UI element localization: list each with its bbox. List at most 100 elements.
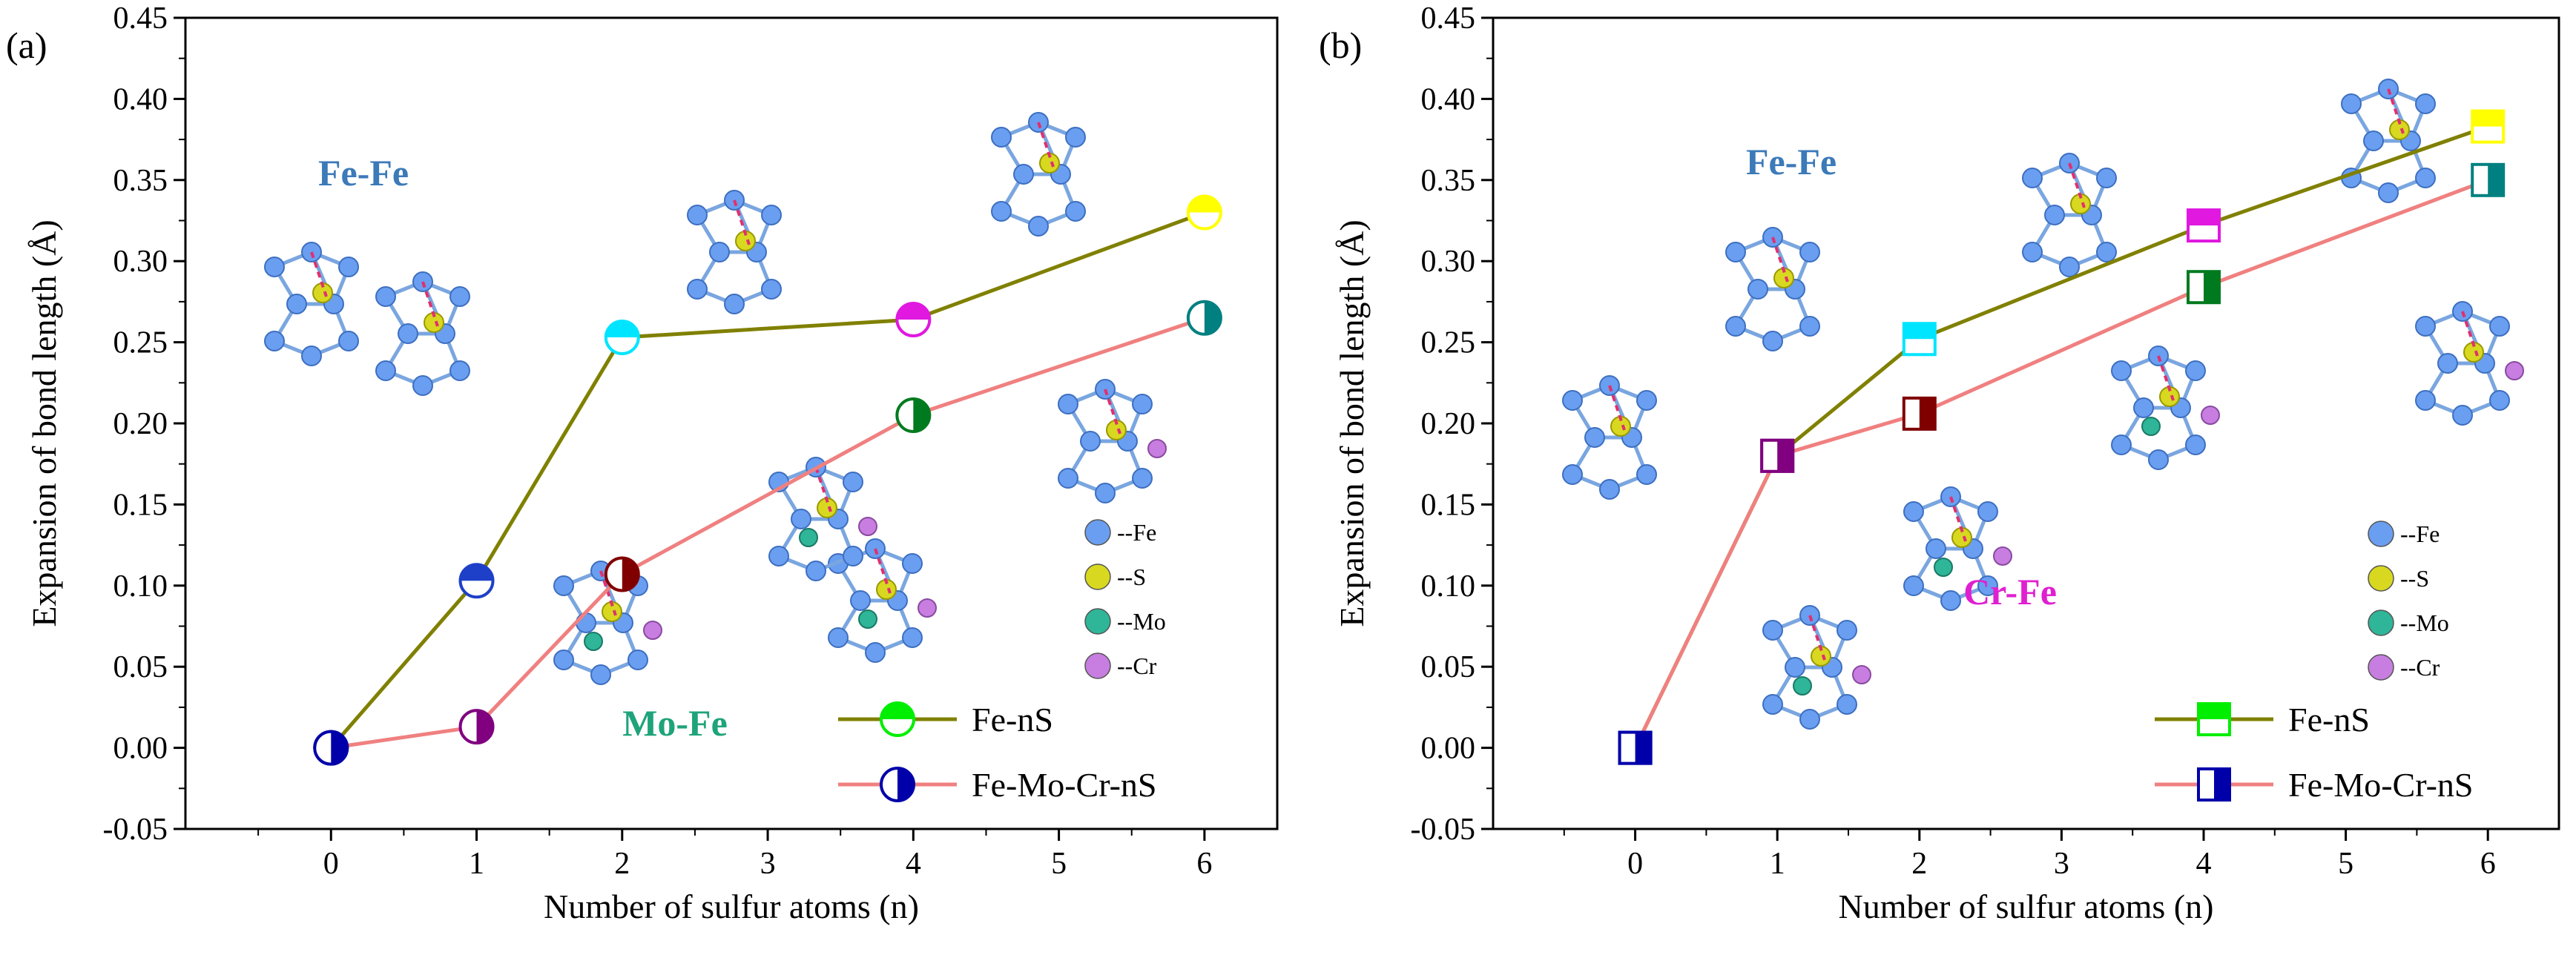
bond-indicator (310, 251, 328, 297)
annotation-label: Fe-Fe (1746, 141, 1837, 182)
fe-atom (1058, 394, 1078, 414)
fe-atom (687, 279, 708, 300)
fe-atom (553, 575, 574, 596)
mo-atom (799, 528, 818, 547)
cr-atom (1147, 439, 1167, 458)
fe-atom (828, 627, 849, 648)
y-tick-label: 0.30 (113, 245, 168, 279)
fe-atom (1799, 242, 1820, 262)
marker-half-fill (2488, 164, 2504, 196)
fe-atom (627, 650, 648, 670)
marker-half-fill (622, 558, 639, 591)
fe-atom (338, 331, 359, 351)
fe-atom (761, 279, 782, 300)
y-tick-label: 0.00 (1421, 732, 1476, 766)
fe-atom (2415, 316, 2436, 337)
x-tick-label: 0 (1627, 847, 1643, 881)
x-tick-label: 1 (1770, 847, 1785, 881)
data-point (604, 556, 640, 592)
marker-half-fill (1187, 196, 1221, 213)
x-tick-label: 1 (469, 847, 484, 881)
cr-atom (1852, 665, 1871, 684)
data-point (1618, 730, 1653, 765)
data-point (1186, 194, 1222, 231)
y-tick-label: 0.20 (1421, 407, 1476, 441)
fe-atom (2415, 93, 2436, 114)
bond-indicator (2068, 162, 2086, 208)
fe-atom (264, 257, 285, 277)
fe-atom (1799, 316, 1820, 337)
legend-marker-fill (2198, 704, 2230, 719)
fe-atom (724, 294, 745, 314)
fe-atom (1725, 316, 1746, 337)
fe-atom (1562, 464, 1583, 485)
atom-key-label: --S (2400, 565, 2429, 592)
y-tick-label: 0.45 (113, 1, 168, 36)
atom-key-label: --Cr (1117, 652, 1157, 679)
marker-half-fill (1903, 323, 1935, 340)
marker-half-fill (1919, 397, 1935, 429)
marker-half-fill (331, 731, 348, 764)
x-tick-label: 2 (614, 847, 630, 881)
bond-indicator (2157, 355, 2175, 401)
structure-thumbnail (828, 538, 937, 663)
fe-atom (2185, 434, 2206, 455)
marker-half-fill (476, 710, 493, 744)
fe-atom (1636, 464, 1657, 485)
fe-atom (1926, 538, 1946, 559)
y-tick-label: 0.40 (1421, 82, 1476, 116)
y-tick-label: 0.40 (113, 82, 168, 116)
structure-thumbnail (1725, 227, 1820, 351)
fe-atom (375, 286, 396, 307)
y-tick-label: 0.00 (113, 732, 168, 766)
fe-atom (709, 242, 730, 262)
x-tick-label: 3 (760, 847, 776, 881)
legend-marker-fill (881, 703, 914, 719)
fe-atom (991, 201, 1012, 222)
fe-atom (761, 205, 782, 225)
data-point (1186, 300, 1222, 336)
marker-half-fill (913, 399, 930, 432)
structure-thumbnail (2415, 301, 2524, 426)
fe-atom (791, 509, 811, 529)
structure-thumbnail (264, 242, 359, 366)
cr-atom (918, 598, 937, 618)
legend-label: Fe-Mo-Cr-nS (972, 766, 1157, 804)
cr-atom (2201, 406, 2220, 425)
structure-thumbnail (687, 190, 782, 314)
y-tick-label: 0.25 (1421, 326, 1476, 360)
y-tick-label: 0.15 (1421, 488, 1476, 522)
fe-atom (2059, 257, 2080, 277)
structure-thumbnail (1903, 486, 2012, 611)
fe-atom (843, 472, 863, 492)
fe-atom (412, 375, 433, 396)
data-point (1902, 322, 1937, 357)
fe-atom (553, 650, 574, 670)
fe-atom (2437, 353, 2458, 374)
data-point (2471, 109, 2506, 144)
fe-atom (1837, 694, 1857, 715)
fe-atom (1977, 501, 1998, 522)
y-tick-label: 0.30 (1421, 245, 1476, 279)
fe-atom (590, 664, 611, 685)
y-tick-label: 0.05 (1421, 650, 1476, 684)
fe-atom (2022, 242, 2043, 262)
fe-atom (2489, 390, 2510, 411)
bond-indicator (2387, 88, 2405, 134)
data-point (895, 301, 932, 337)
fe-atom (286, 294, 307, 314)
fe-atom (1584, 427, 1605, 448)
atom-key-label: --Mo (2400, 609, 2449, 636)
fe-atom (2111, 434, 2132, 455)
y-tick-label: 0.10 (1421, 569, 1476, 604)
cr-atom (2505, 361, 2524, 380)
bond-indicator (2461, 311, 2479, 357)
fe-atom (2185, 360, 2206, 381)
panel-label: (b) (1319, 24, 1362, 66)
bond-indicator (733, 199, 751, 245)
fe-atom (991, 127, 1012, 148)
fe-atom (2341, 93, 2362, 114)
marker-half-fill (1635, 732, 1651, 764)
y-tick-label: 0.15 (113, 488, 168, 522)
structure-thumbnail (991, 112, 1086, 237)
